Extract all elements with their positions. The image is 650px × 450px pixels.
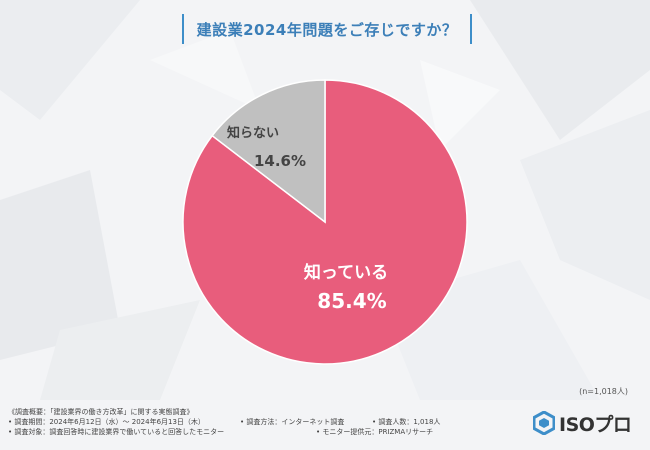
survey-count: • 調査人数：1,018人 [372, 418, 441, 426]
isopro-logo: ISOプロ [533, 408, 632, 438]
survey-provider: • モニター提供元：PRIZMAリサーチ [316, 428, 434, 436]
value-known: 85.4% [317, 289, 386, 313]
survey-period: • 調査期間：2024年6月12日（水）～ 2024年6月13日（木） [8, 418, 205, 426]
hexagon-logo-icon [533, 411, 555, 435]
logo-text: ISOプロ [559, 413, 632, 436]
pie-slice-unknown [211, 79, 326, 224]
label-known: 知っている [303, 262, 388, 283]
label-unknown: 知らない [227, 125, 279, 141]
sample-size-note: (n=1,018人) [579, 387, 628, 396]
survey-target: • 調査対象：調査回答時に建設業界で働いていると回答したモニター [8, 428, 225, 436]
value-unknown: 14.6% [254, 152, 306, 170]
survey-overview: 《調査概要：「建設業界の働き方改革」に関する実態調査》 • 調査期間：2024年… [8, 407, 478, 437]
chart-title-box: 建設業2024年問題をご存じですか？ [182, 14, 472, 44]
survey-title: 《調査概要：「建設業界の働き方改革」に関する実態調査》 [8, 408, 194, 416]
chart-title: 建設業2024年問題をご存じですか？ [196, 20, 458, 39]
survey-method: • 調査方法：インターネット調査 [240, 418, 345, 426]
